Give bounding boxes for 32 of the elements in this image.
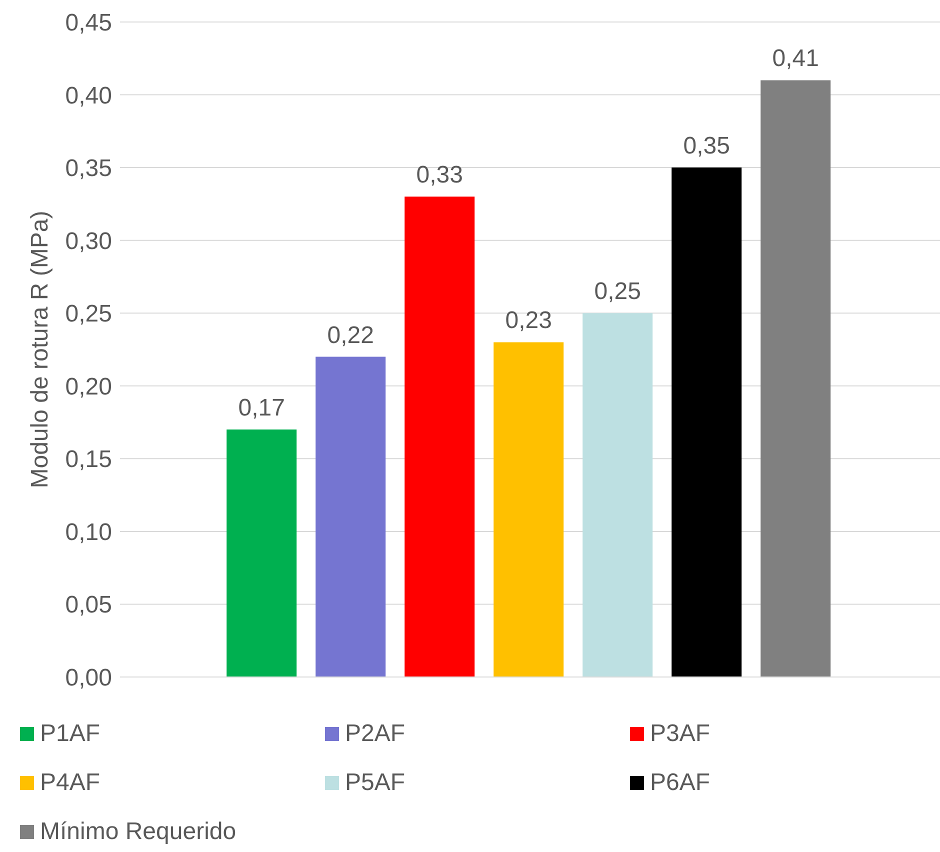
y-tick-label: 0,15 [65, 446, 112, 474]
bar [494, 342, 564, 677]
y-axis-title: Modulo de rotura R (MPa) [26, 210, 54, 488]
bar [760, 80, 831, 677]
legend-label: P6AF [650, 768, 710, 796]
y-tick-label: 0,10 [65, 518, 112, 546]
bar [404, 196, 475, 677]
data-label: 0,22 [327, 322, 374, 349]
bar [226, 430, 297, 677]
legend-label: P1AF [40, 720, 100, 748]
legend-label: P2AF [345, 720, 406, 748]
data-label: 0,33 [416, 162, 463, 189]
y-tick-label: 0,45 [65, 10, 112, 37]
bar [582, 313, 653, 677]
data-label: 0,23 [505, 307, 552, 334]
legend-label: P5AF [345, 768, 406, 796]
bar [316, 356, 386, 677]
bar [672, 168, 742, 677]
y-tick-label: 0,25 [65, 300, 112, 328]
data-label: 0,35 [683, 132, 730, 160]
y-tick-label: 0,30 [65, 228, 112, 255]
y-tick-label: 0,05 [65, 592, 112, 619]
legend-label: P3AF [650, 720, 710, 748]
data-label: 0,25 [594, 278, 641, 306]
y-tick-label: 0,40 [65, 82, 112, 110]
data-label: 0,41 [772, 45, 819, 72]
y-tick-label: 0,00 [65, 664, 112, 692]
data-label: 0,17 [238, 394, 285, 422]
legend-label: Mínimo Requerido [40, 818, 236, 846]
y-tick-label: 0,35 [65, 155, 112, 182]
y-tick-label: 0,20 [65, 373, 112, 400]
legend-label: P4AF [40, 768, 100, 796]
